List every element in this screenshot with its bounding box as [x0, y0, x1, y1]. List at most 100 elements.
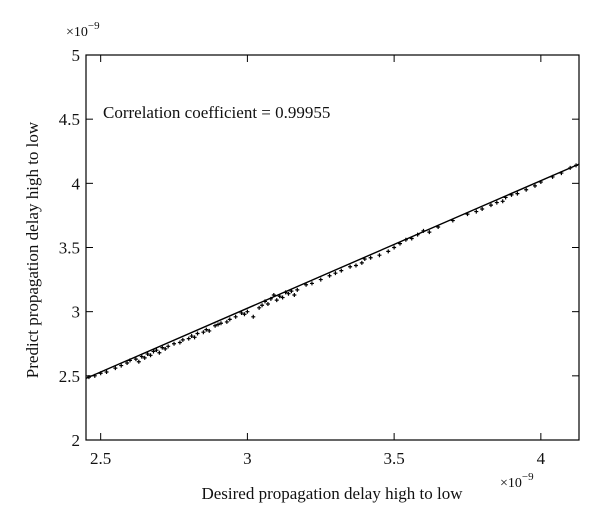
- data-point: [213, 323, 218, 328]
- data-point: [218, 321, 223, 326]
- data-point: [286, 291, 291, 296]
- data-point: [421, 228, 426, 233]
- data-point: [98, 371, 103, 376]
- data-point: [500, 199, 505, 204]
- fit-line: [85, 163, 580, 380]
- y-multiplier-base: ×10: [66, 25, 88, 40]
- data-point: [177, 340, 182, 345]
- data-point: [359, 260, 364, 265]
- data-point: [274, 298, 279, 303]
- data-point: [92, 373, 97, 378]
- data-point: [163, 346, 168, 351]
- data-point: [151, 349, 156, 354]
- data-point: [192, 335, 197, 340]
- data-point: [309, 281, 314, 286]
- data-point: [204, 327, 209, 332]
- data-point: [362, 257, 367, 262]
- data-point: [488, 203, 493, 208]
- data-point: [207, 328, 212, 333]
- data-point: [104, 369, 109, 374]
- data-point: [180, 337, 185, 342]
- data-point: [574, 163, 579, 168]
- data-point: [289, 289, 294, 294]
- data-point: [318, 277, 323, 282]
- x-multiplier-base: ×10: [500, 476, 522, 491]
- data-point: [538, 180, 543, 185]
- y-tick-label: 4: [72, 174, 81, 193]
- data-point: [227, 317, 232, 322]
- data-point: [450, 218, 455, 223]
- data-point: [224, 319, 229, 324]
- data-point: [353, 263, 358, 268]
- data-point: [327, 273, 332, 278]
- data-point: [339, 268, 344, 273]
- data-point: [154, 348, 159, 353]
- data-point: [559, 171, 564, 176]
- x-tick-label: 2.5: [90, 449, 111, 468]
- x-tick-label: 3: [243, 449, 252, 468]
- x-multiplier-exp: −9: [522, 471, 534, 483]
- data-point: [133, 357, 138, 362]
- data-point: [157, 350, 162, 355]
- data-point: [333, 271, 338, 276]
- data-point: [119, 363, 124, 368]
- data-point: [260, 303, 265, 308]
- data-point: [251, 314, 256, 319]
- data-point: [271, 292, 276, 297]
- data-point: [397, 241, 402, 246]
- data-point: [280, 295, 285, 300]
- data-point: [474, 209, 479, 214]
- y-multiplier: ×10−9: [66, 20, 100, 40]
- data-point: [160, 345, 165, 350]
- data-point: [480, 207, 485, 211]
- y-tick-label: 4.5: [59, 110, 80, 129]
- data-point: [494, 200, 499, 205]
- data-point: [503, 195, 508, 200]
- data-point: [201, 330, 206, 335]
- y-tick-label: 5: [72, 46, 81, 65]
- data-point: [189, 334, 194, 339]
- y-axis-label: Predict propagation delay high to low: [23, 121, 42, 378]
- data-point: [148, 353, 153, 358]
- data-point: [427, 230, 432, 235]
- data-point: [142, 355, 147, 360]
- data-point: [263, 299, 268, 304]
- data-point: [392, 245, 397, 250]
- data-point: [436, 224, 441, 229]
- data-point: [409, 236, 414, 241]
- data-point: [377, 253, 382, 258]
- data-point: [239, 310, 244, 315]
- data-point: [245, 309, 250, 314]
- y-tick-label: 3.5: [59, 239, 80, 258]
- data-point: [532, 183, 537, 188]
- data-point: [139, 354, 144, 359]
- data-point: [136, 359, 141, 364]
- y-tick-label: 2.5: [59, 367, 80, 386]
- x-tick-label: 4: [537, 449, 546, 468]
- correlation-annotation: Correlation coefficient = 0.99955: [103, 103, 330, 122]
- data-point: [186, 336, 191, 341]
- data-point: [128, 358, 133, 363]
- data-point: [195, 331, 200, 336]
- data-point: [166, 344, 171, 349]
- data-point: [348, 264, 353, 269]
- data-point: [295, 287, 300, 292]
- y-tick-label: 2: [72, 431, 81, 450]
- data-point: [524, 187, 529, 192]
- x-multiplier: ×10−9: [500, 471, 534, 491]
- data-point: [304, 282, 309, 287]
- data-point: [465, 212, 470, 217]
- data-point: [172, 341, 177, 346]
- data-point: [233, 314, 238, 319]
- data-point: [568, 165, 573, 170]
- data-point: [292, 292, 297, 297]
- data-point: [403, 237, 408, 242]
- x-tick-label: 3.5: [384, 449, 405, 468]
- data-point: [86, 375, 91, 380]
- data-point: [242, 312, 247, 317]
- y-tick-label: 3: [72, 303, 81, 322]
- x-axis-label: Desired propagation delay high to low: [201, 484, 463, 503]
- data-point: [386, 249, 391, 254]
- y-multiplier-exp: −9: [88, 20, 100, 32]
- data-point: [145, 352, 150, 357]
